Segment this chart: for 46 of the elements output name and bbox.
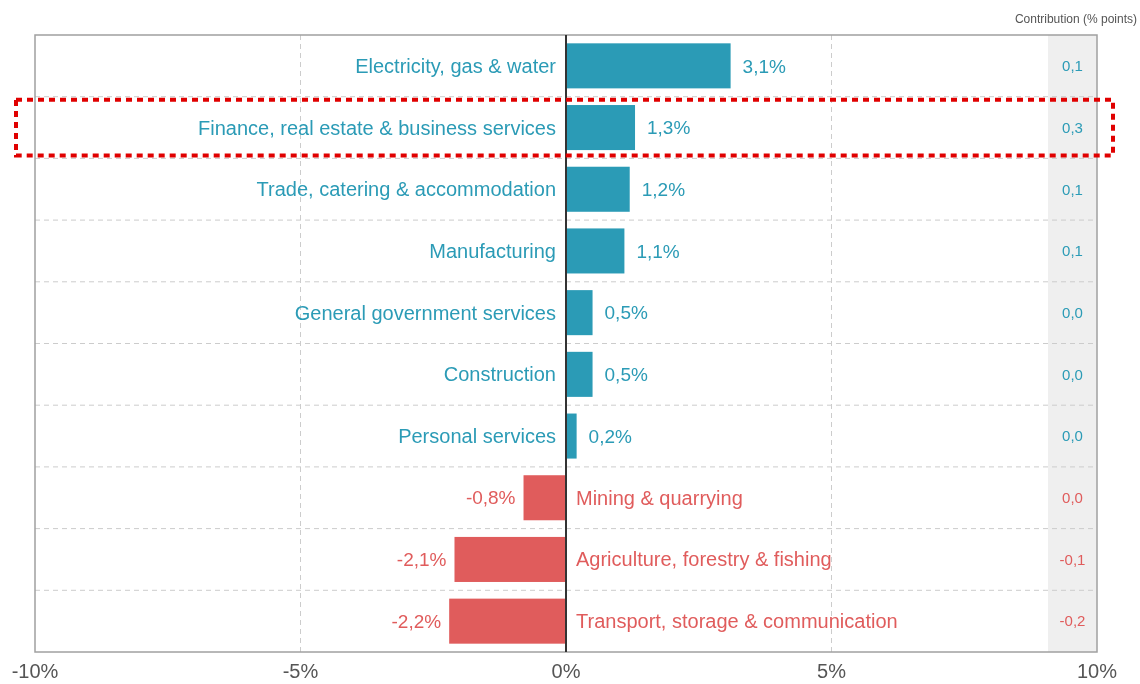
x-tick-label: 10%	[1076, 660, 1118, 682]
bar	[523, 475, 566, 521]
data-label: 0,5%	[604, 302, 648, 324]
data-label: -0,8%	[465, 487, 516, 509]
y-tick-label: Electricity, gas & water	[355, 54, 557, 77]
x-tick-label: 0%	[551, 660, 581, 682]
annotation: 0,1	[1062, 57, 1083, 75]
data-label: -2,1%	[396, 549, 447, 571]
x-tick-label: 5%	[817, 660, 847, 682]
bar	[566, 228, 625, 274]
annotation: 0,1	[1062, 180, 1083, 198]
bar	[454, 536, 566, 582]
annotation: -0,2	[1059, 612, 1086, 630]
annotation: 0,0	[1062, 303, 1083, 321]
data-label: 0,5%	[604, 364, 648, 385]
x-tick-label: -5%	[282, 660, 319, 682]
bar	[566, 43, 731, 89]
data-label: 1,2%	[641, 178, 686, 200]
y-tick-label: Manufacturing	[429, 239, 556, 262]
data-label: -2,2%	[391, 610, 442, 632]
y-tick-label: Mining & quarrying	[576, 486, 743, 509]
annotation: 0,0	[1062, 365, 1083, 383]
data-label: 1,1%	[636, 240, 680, 262]
annotation: 0,3	[1062, 118, 1083, 136]
annotation: 0,0	[1062, 489, 1083, 506]
bar	[566, 290, 593, 336]
y-tick-label: Construction	[443, 363, 556, 386]
bar	[566, 413, 577, 459]
x-tick-label: -10%	[11, 660, 59, 682]
annotation: -0,1	[1059, 550, 1086, 568]
bar	[449, 598, 566, 644]
data-label: 0,2%	[588, 425, 633, 447]
bar	[566, 166, 630, 212]
y-tick-label: Finance, real estate & business services	[198, 116, 556, 139]
data-label: 3,1%	[742, 55, 787, 77]
y-tick-label: Agriculture, forestry & fishing	[576, 548, 832, 571]
y-tick-label: Transport, storage & communication	[576, 610, 898, 633]
text: Contribution (% points)	[1014, 12, 1137, 26]
bar	[566, 105, 636, 151]
annotation: 0,0	[1062, 427, 1083, 445]
bar	[566, 351, 593, 397]
annotation: 0,1	[1062, 242, 1083, 260]
y-tick-label: General government services	[294, 301, 556, 324]
y-tick-label: Trade, catering & accommodation	[256, 178, 556, 201]
y-tick-label: Personal services	[398, 425, 556, 448]
data-label: 1,3%	[647, 117, 691, 139]
